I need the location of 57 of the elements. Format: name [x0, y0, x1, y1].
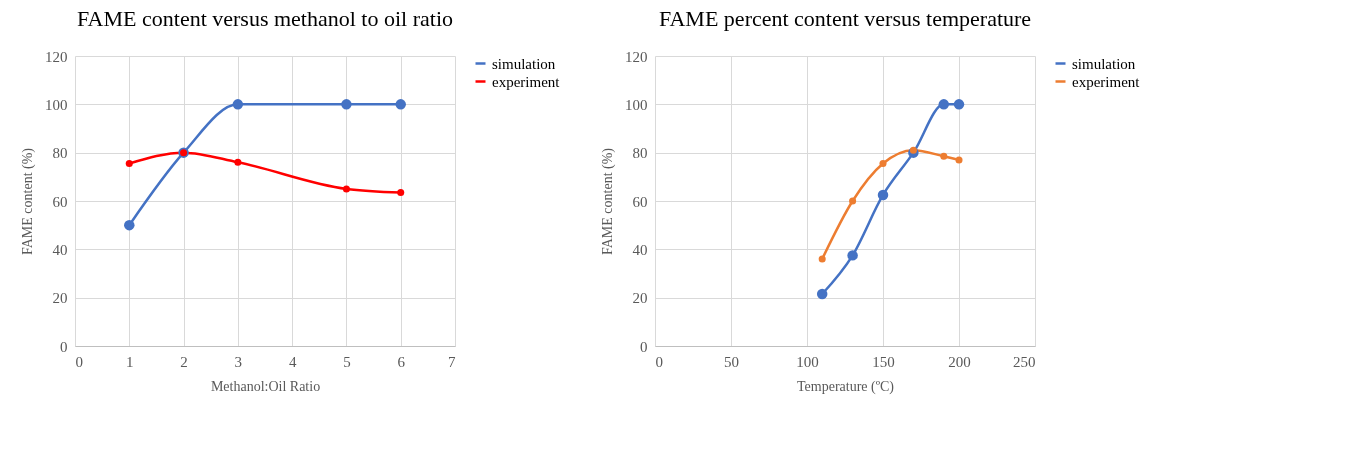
x-tick-label: 4 [288, 353, 297, 370]
point [124, 219, 135, 231]
y-tick-label: 80 [632, 145, 648, 162]
y-tick-label: 20 [52, 290, 68, 307]
y-tick-label: 20 [632, 290, 648, 307]
point [818, 255, 826, 263]
y-tick-label: 100 [45, 96, 68, 113]
point [342, 185, 350, 193]
legend-label: experiment [492, 73, 561, 90]
x-tick-label: 6 [397, 353, 406, 370]
point [938, 99, 950, 110]
y-axis-title: FAME content (%) [20, 147, 36, 256]
point [847, 250, 858, 261]
x-axis-title: Methanol:Oil Ratio [210, 378, 321, 394]
legend-label: experiment [1072, 73, 1141, 90]
legend-label: simulation [1072, 55, 1136, 72]
y-tick-label: 0 [640, 338, 648, 355]
point [849, 197, 857, 205]
point [232, 99, 244, 110]
point [879, 160, 887, 168]
y-tick-label: 120 [625, 48, 648, 65]
x-tick-label: 250 [1013, 353, 1036, 370]
point [341, 99, 352, 110]
x-axis-title: Temperature (ºC) [796, 378, 895, 395]
x-tick-label: 200 [948, 353, 971, 370]
x-tick-label: 0 [75, 353, 83, 370]
point [953, 99, 965, 110]
y-tick-label: 40 [632, 241, 648, 258]
point [125, 160, 133, 168]
x-tick-label: 50 [724, 353, 739, 370]
point [909, 146, 917, 154]
y-tick-label: 60 [52, 193, 68, 210]
x-tick-label: 7 [448, 353, 456, 370]
x-tick-label: 5 [343, 353, 351, 370]
x-tick-label: 100 [796, 353, 819, 370]
y-tick-label: 80 [52, 145, 68, 162]
point [234, 158, 242, 166]
point [940, 152, 948, 160]
y-tick-label: 120 [45, 48, 68, 65]
point [395, 99, 406, 110]
y-tick-label: 40 [52, 241, 68, 258]
x-tick-label: 150 [872, 353, 895, 370]
point [397, 189, 405, 197]
x-tick-label: 0 [655, 353, 663, 370]
x-tick-label: 2 [180, 353, 188, 370]
x-tick-label: 1 [126, 353, 134, 370]
y-axis-title: FAME content (%) [600, 147, 616, 256]
point [816, 288, 828, 300]
point [877, 189, 889, 201]
legend-label: simulation [492, 55, 556, 72]
x-tick-label: 3 [234, 353, 243, 370]
chart-title: FAME percent content versus temperature [658, 6, 1032, 31]
chart-title: FAME content versus methanol to oil ratio [77, 6, 453, 31]
y-tick-label: 60 [632, 193, 648, 210]
y-tick-label: 0 [60, 338, 68, 355]
y-tick-label: 100 [625, 96, 648, 113]
point [955, 156, 963, 164]
